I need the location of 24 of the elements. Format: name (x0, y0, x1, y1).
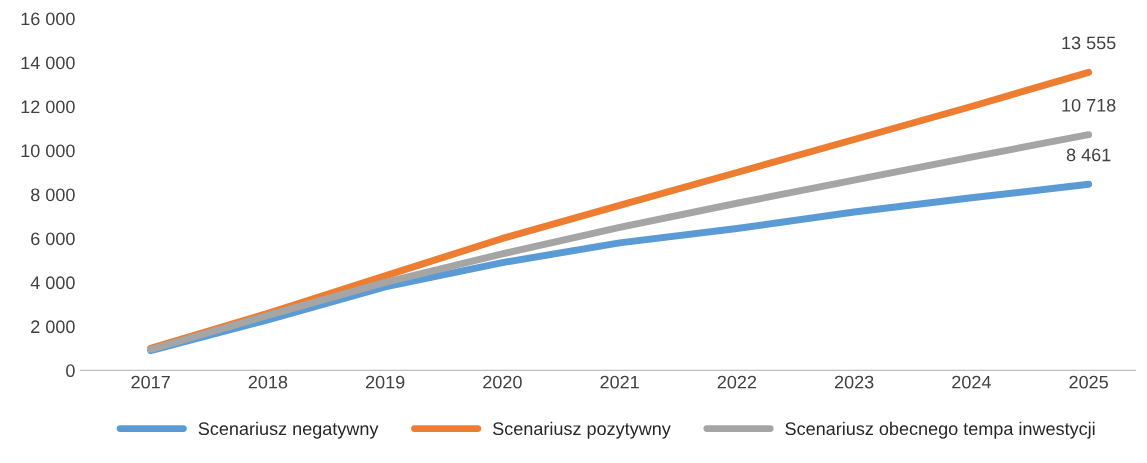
x-tick-label: 2023 (834, 375, 874, 389)
x-tick-label: 2024 (952, 375, 991, 389)
legend-label: Scenariusz pozytywny (493, 421, 671, 439)
y-tick-label: 14 000 (21, 56, 75, 70)
y-tick-label: 16 000 (21, 12, 75, 26)
x-tick-label: 2017 (131, 375, 170, 389)
y-tick-label: 6 000 (31, 232, 75, 246)
x-tick-label: 2019 (365, 375, 405, 389)
y-tick-label: 4 000 (30, 276, 75, 290)
legend-label: Scenariusz negatywny (198, 421, 379, 439)
x-tick-label: 2021 (600, 375, 639, 389)
y-tick-label: 2 000 (31, 320, 75, 334)
y-tick-label: 0 (66, 364, 75, 378)
data-label: 10 718 (1062, 98, 1116, 112)
x-tick-label: 2025 (1069, 375, 1108, 389)
data-label: 13 555 (1062, 36, 1116, 50)
y-tick-label: 8 000 (31, 188, 75, 202)
legend-label: Scenariusz obecnego tempa inwestycji (785, 421, 1095, 439)
y-tick-label: 10 000 (21, 144, 75, 158)
data-label: 8 461 (1066, 148, 1111, 162)
x-tick-label: 2020 (483, 375, 522, 389)
x-tick-label: 2018 (248, 375, 288, 389)
y-tick-label: 12 000 (21, 100, 75, 114)
x-tick-label: 2022 (717, 375, 757, 389)
